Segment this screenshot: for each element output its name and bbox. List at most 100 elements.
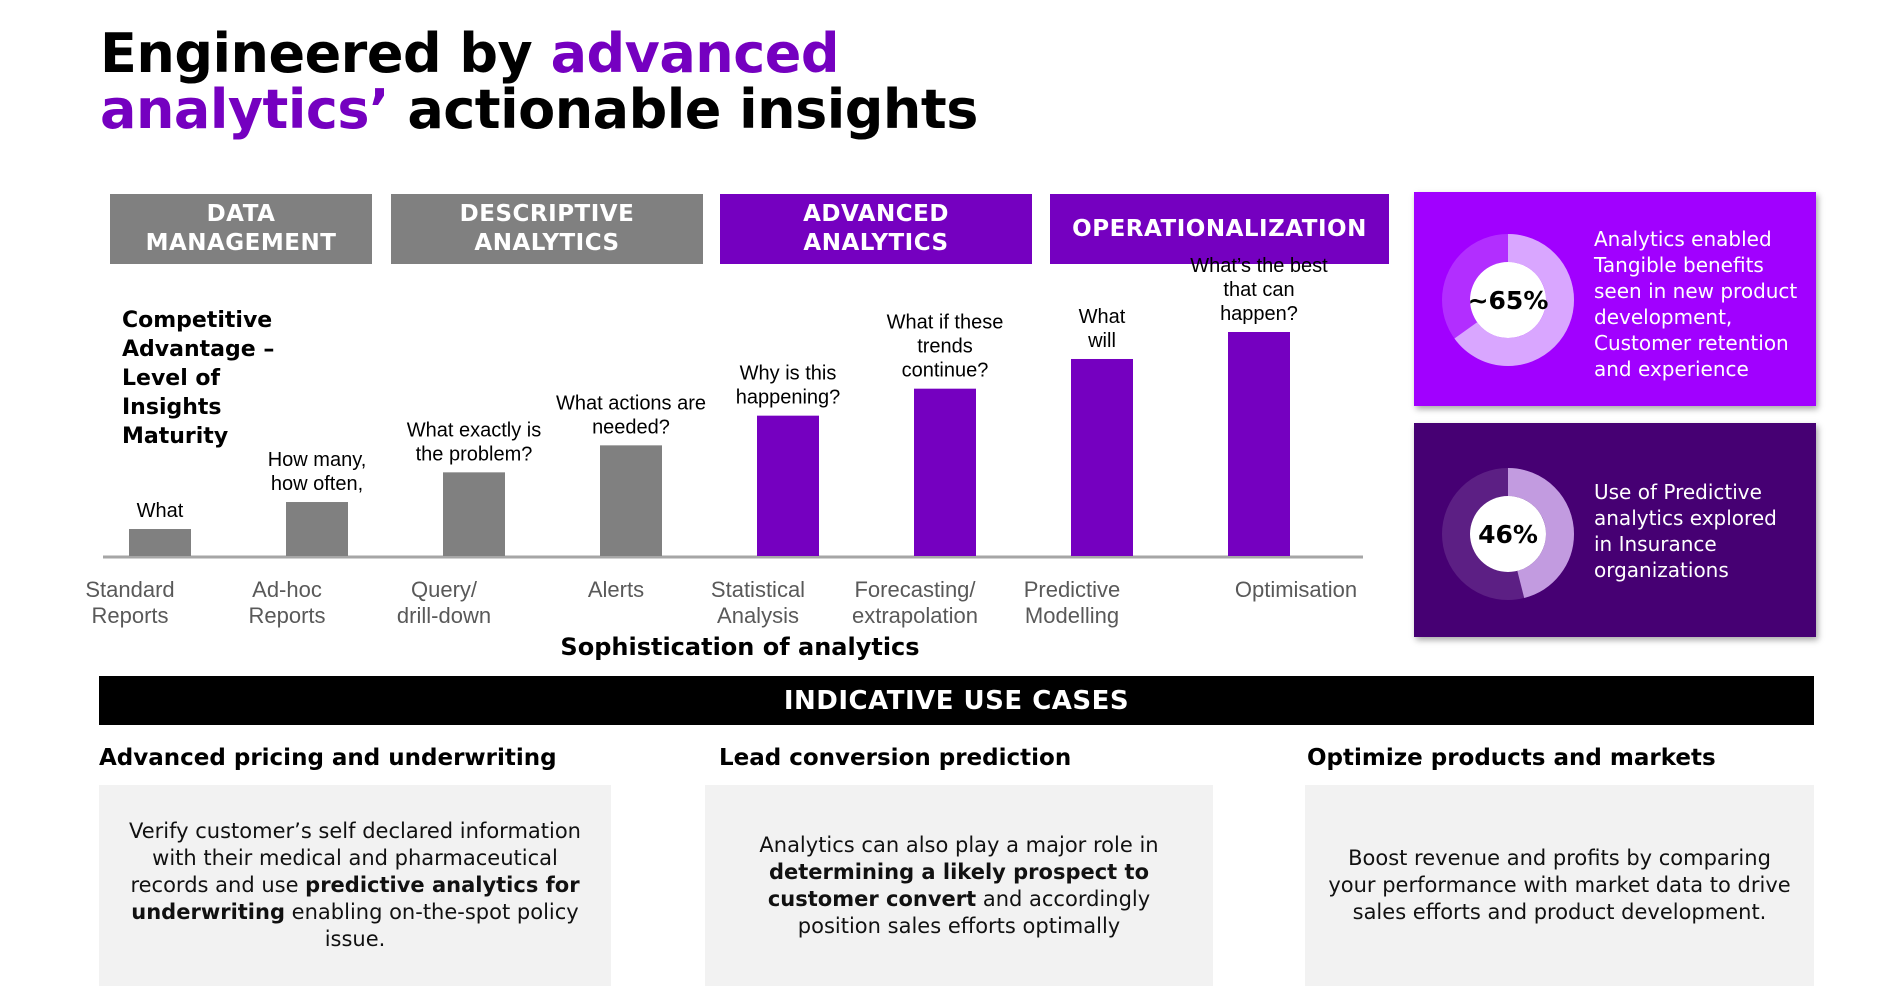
category-label-7-line: Optimisation xyxy=(1235,577,1357,602)
bar-question-6-line: will xyxy=(1087,330,1116,352)
bar-question-2-line: What exactly is xyxy=(407,419,541,441)
category-label-3: Alerts xyxy=(588,577,644,602)
phase-label: ANALYTICS xyxy=(803,230,949,256)
category-label-1-line: Ad-hoc xyxy=(252,577,322,602)
category-label-0-line: Reports xyxy=(91,603,168,628)
y-axis-label: Competitive Advantage – Level of Insight… xyxy=(122,308,275,449)
donut-icon: 46% xyxy=(1442,468,1574,600)
bar-question-5-line: trends xyxy=(917,336,973,358)
phase-label: OPERATIONALIZATION xyxy=(1072,215,1367,242)
use-case-text: Analytics can also play a major role in … xyxy=(727,832,1191,940)
bar-question-4-line: Why is this xyxy=(740,363,837,385)
bar-1 xyxy=(286,502,348,556)
title-text: Engineered by xyxy=(100,22,551,85)
use-case-text-pre: Boost revenue and profits by comparing y… xyxy=(1328,846,1791,924)
category-label-1-line: Reports xyxy=(248,603,325,628)
use-case-title-pricing: Advanced pricing and underwriting xyxy=(99,745,557,771)
bar-7 xyxy=(1228,332,1290,556)
kpi-line: development, xyxy=(1594,305,1733,329)
kpi-value: ~65% xyxy=(1468,286,1549,315)
use-cases-banner: INDICATIVE USE CASES xyxy=(99,676,1814,725)
use-case-title-optimize: Optimize products and markets xyxy=(1307,745,1716,771)
category-label-4-line: Analysis xyxy=(717,603,799,628)
kpi-line: organizations xyxy=(1594,558,1729,582)
bar-3 xyxy=(600,445,662,556)
bar-question-7-line: happen? xyxy=(1220,303,1298,325)
phase-operationalization: OPERATIONALIZATION xyxy=(1050,194,1389,264)
phase-label: DATA xyxy=(206,201,276,227)
donut-ring xyxy=(1442,468,1574,600)
bar-question-6: What will xyxy=(1079,306,1126,352)
bar-6 xyxy=(1071,358,1133,556)
category-label-4: Statistical Analysis xyxy=(711,577,805,628)
category-label-5-line: Forecasting/ xyxy=(854,577,976,602)
kpi-value: 46% xyxy=(1478,520,1538,549)
donut-center xyxy=(1470,262,1546,338)
kpi-description: Analytics enabled Tangible benefits seen… xyxy=(1594,226,1797,382)
title-accent: advanced xyxy=(550,22,840,85)
category-label-4-line: Statistical xyxy=(711,577,805,602)
bar-question-5: What if these trends continue? xyxy=(887,312,1004,382)
use-case-text-pre: Analytics can also play a major role in xyxy=(759,832,1159,857)
bar-question-5-line: continue? xyxy=(902,360,989,382)
category-label-6-line: Modelling xyxy=(1025,603,1119,628)
kpi-card-predictive-usage: 46% Use of Predictive analytics explored… xyxy=(1414,423,1816,637)
bar-question-7-line: What’s the best xyxy=(1190,255,1328,277)
category-label-0: Standard Reports xyxy=(85,577,174,628)
category-label-5-line: extrapolation xyxy=(852,603,978,628)
bar-question-5-line: What if these xyxy=(887,312,1004,334)
use-case-text-pre: Verify customer’s self declared informat… xyxy=(129,819,581,897)
bar-question-1-line: How many, xyxy=(268,449,367,471)
use-case-text-post: enabling on-the-spot policy issue. xyxy=(285,900,579,951)
kpi-line: Customer retention xyxy=(1594,331,1789,355)
bar-question-4-line: happening? xyxy=(736,387,841,409)
donut-ring xyxy=(1442,234,1574,366)
use-case-title-lead: Lead conversion prediction xyxy=(719,745,1072,771)
x-axis-label: Sophistication of analytics xyxy=(560,633,920,661)
bar-2 xyxy=(443,472,505,556)
category-label-2-line: Query/ xyxy=(411,577,478,602)
bar-question-2-line: the problem? xyxy=(416,443,533,465)
kpi-line: Use of Predictive xyxy=(1594,480,1762,504)
category-label-7: Optimisation xyxy=(1235,577,1357,602)
kpi-line: in Insurance xyxy=(1594,532,1717,556)
phase-label: ANALYTICS xyxy=(474,230,620,256)
use-case-text-bold: predictive analytics for underwriting xyxy=(131,873,580,924)
phase-advanced-analytics: ADVANCED ANALYTICS xyxy=(720,194,1032,264)
use-case-card-optimize: Boost revenue and profits by comparing y… xyxy=(1305,785,1814,986)
bar-question-3-line: needed? xyxy=(592,416,670,438)
bar-question-3-line: What actions are xyxy=(556,392,706,414)
category-label-2: Query/drill-down xyxy=(397,577,491,628)
title-line2: analytics’ actionable insights xyxy=(100,78,978,141)
title-text-2: actionable insights xyxy=(389,78,978,141)
page-title: Engineered by advanced analytics’ action… xyxy=(100,26,978,138)
use-case-text-post: and accordingly position sales efforts o… xyxy=(797,886,1151,938)
category-label-3-line: Alerts xyxy=(588,577,644,602)
use-case-text-bold: determining a likely prospect to custome… xyxy=(767,859,1149,911)
kpi-line: Tangible benefits xyxy=(1594,253,1764,277)
phase-label: ADVANCED xyxy=(803,201,949,227)
use-case-card-lead: Analytics can also play a major role in … xyxy=(705,785,1213,986)
category-label-1: Ad-hoc Reports xyxy=(248,577,325,628)
bar-question-7-line: that can xyxy=(1223,279,1294,301)
bar-question-7: What’s the best that can happen? xyxy=(1190,255,1328,325)
bar-question-1: How many, how often, xyxy=(268,449,367,495)
donut-center xyxy=(1470,496,1546,572)
kpi-card-benefits: ~65% Analytics enabled Tangible benefits… xyxy=(1414,192,1816,406)
phase-label: MANAGEMENT xyxy=(145,230,337,256)
phase-label: DESCRIPTIVE xyxy=(459,201,635,227)
kpi-line: seen in new product xyxy=(1594,279,1798,303)
use-case-text: Boost revenue and profits by comparing y… xyxy=(1327,845,1792,926)
category-label-0-line: Standard xyxy=(85,577,174,602)
bar-5 xyxy=(914,388,976,556)
bar-question-4: Why is this happening? xyxy=(736,363,841,409)
bar-question-2: What exactly is the problem? xyxy=(407,419,541,465)
phase-descriptive-analytics: DESCRIPTIVE ANALYTICS xyxy=(391,194,703,264)
title-line1: Engineered by advanced xyxy=(100,22,840,85)
category-label-2-line: drill-down xyxy=(397,603,491,628)
kpi-line: and experience xyxy=(1594,357,1749,381)
bar-question-0: What xyxy=(137,500,184,522)
bar-question-1-line: how often, xyxy=(271,473,363,495)
bar-question-3: What actions are needed? xyxy=(556,392,706,438)
